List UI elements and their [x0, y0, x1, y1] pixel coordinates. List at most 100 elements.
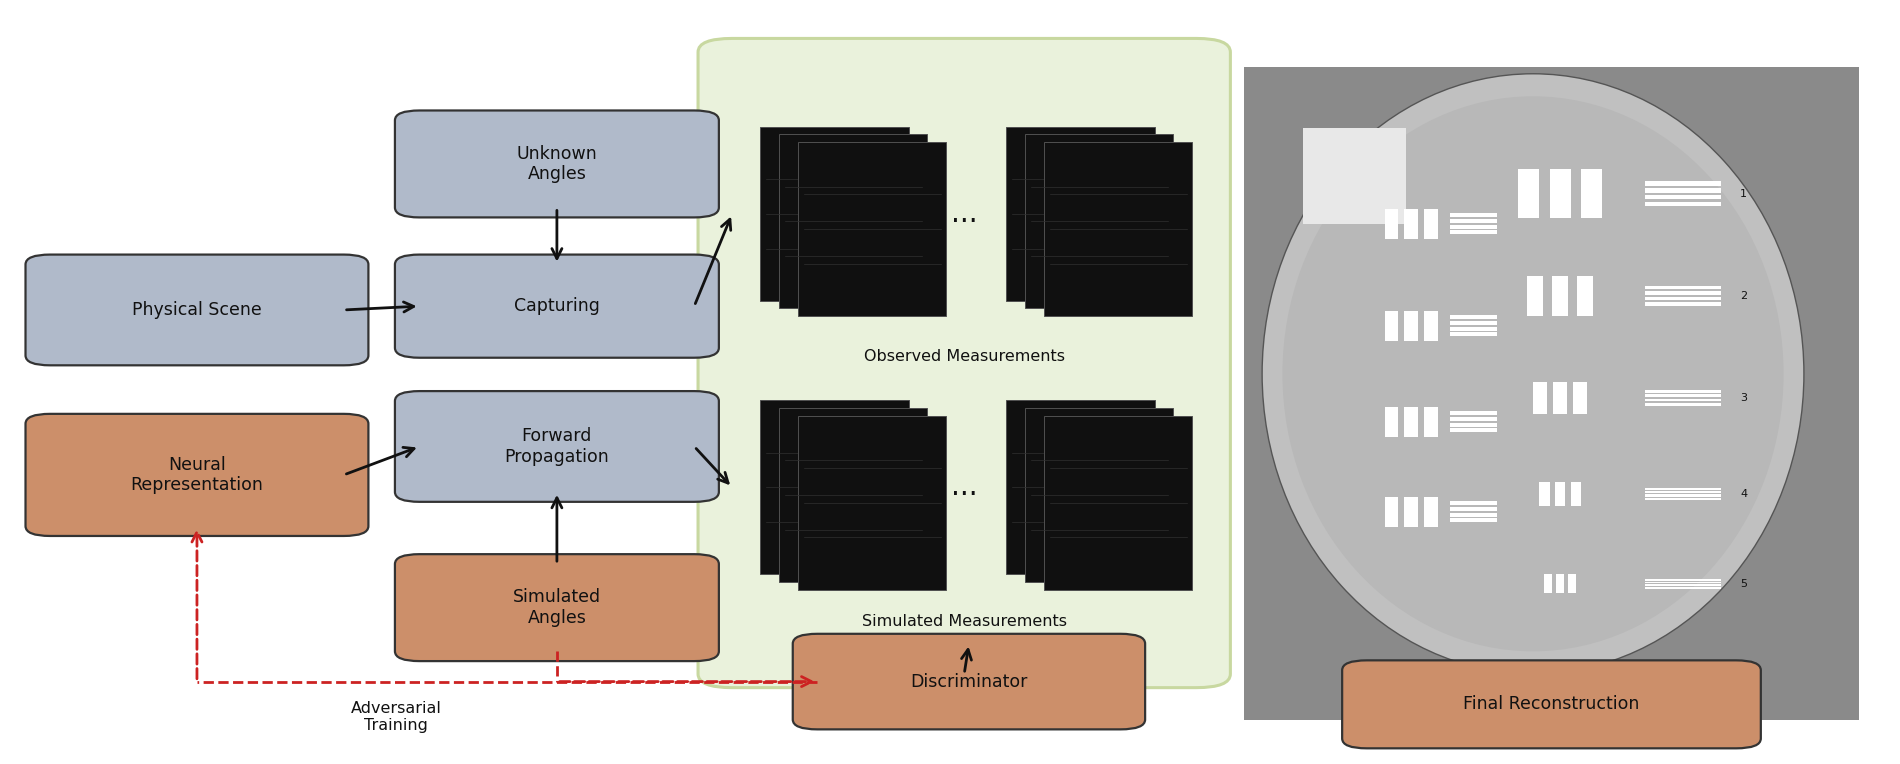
- Bar: [1404, 209, 1417, 239]
- Bar: [1645, 181, 1721, 186]
- Text: 2: 2: [1740, 291, 1748, 301]
- Bar: [1581, 169, 1602, 219]
- Bar: [779, 408, 927, 582]
- FancyBboxPatch shape: [25, 414, 369, 536]
- Bar: [1385, 406, 1398, 437]
- Bar: [1244, 67, 1860, 720]
- Bar: [1303, 128, 1406, 224]
- Bar: [1450, 411, 1497, 415]
- Bar: [1385, 209, 1398, 239]
- Text: Forward
Propagation: Forward Propagation: [505, 427, 610, 466]
- Bar: [1573, 382, 1586, 413]
- Bar: [1568, 575, 1575, 593]
- Bar: [1645, 579, 1721, 581]
- Bar: [1425, 209, 1438, 239]
- Bar: [1571, 481, 1581, 506]
- Bar: [1645, 394, 1721, 397]
- FancyBboxPatch shape: [395, 111, 718, 218]
- Bar: [1385, 497, 1398, 527]
- Bar: [1645, 390, 1721, 393]
- FancyBboxPatch shape: [792, 634, 1146, 730]
- Bar: [760, 400, 908, 575]
- Text: ...: ...: [950, 474, 977, 501]
- Bar: [1450, 327, 1497, 331]
- Bar: [1450, 429, 1497, 432]
- Text: Adversarial
Training: Adversarial Training: [350, 701, 441, 733]
- Bar: [1024, 408, 1174, 582]
- Bar: [1645, 403, 1721, 406]
- Bar: [1645, 195, 1721, 199]
- Text: Simulated
Angles: Simulated Angles: [513, 588, 600, 627]
- Text: 4: 4: [1740, 489, 1748, 499]
- Bar: [1556, 575, 1564, 593]
- FancyBboxPatch shape: [395, 391, 718, 502]
- FancyBboxPatch shape: [697, 38, 1231, 688]
- Bar: [1005, 127, 1155, 301]
- Bar: [1450, 316, 1497, 319]
- Bar: [1450, 225, 1497, 228]
- Bar: [1024, 134, 1174, 309]
- Text: Final Reconstruction: Final Reconstruction: [1463, 695, 1640, 714]
- Bar: [1539, 481, 1550, 506]
- Bar: [1645, 188, 1721, 193]
- Bar: [1450, 417, 1497, 421]
- Text: 5: 5: [1740, 579, 1748, 589]
- Bar: [1577, 276, 1594, 316]
- Text: 1: 1: [1740, 189, 1748, 199]
- Ellipse shape: [1282, 96, 1784, 652]
- Bar: [779, 134, 927, 309]
- Bar: [1645, 286, 1721, 290]
- Bar: [1404, 406, 1417, 437]
- Bar: [1450, 422, 1497, 426]
- Bar: [1450, 321, 1497, 325]
- Bar: [1450, 231, 1497, 235]
- Bar: [1554, 382, 1567, 413]
- Bar: [1552, 276, 1568, 316]
- Bar: [1425, 497, 1438, 527]
- Bar: [1005, 400, 1155, 575]
- Bar: [1545, 575, 1552, 593]
- Bar: [1645, 584, 1721, 586]
- Bar: [1450, 219, 1497, 223]
- Bar: [1645, 581, 1721, 584]
- Bar: [1645, 491, 1721, 494]
- Bar: [1518, 169, 1539, 219]
- Bar: [1450, 519, 1497, 523]
- Text: Capturing: Capturing: [515, 297, 600, 316]
- Bar: [1645, 399, 1721, 401]
- Text: Simulated Measurements: Simulated Measurements: [863, 613, 1066, 629]
- Bar: [1550, 169, 1571, 219]
- Text: Discriminator: Discriminator: [910, 672, 1028, 691]
- Bar: [1533, 382, 1547, 413]
- Bar: [760, 127, 908, 301]
- Bar: [1645, 296, 1721, 300]
- FancyBboxPatch shape: [25, 254, 369, 365]
- Text: 3: 3: [1740, 393, 1748, 403]
- Bar: [1404, 497, 1417, 527]
- Bar: [1645, 587, 1721, 588]
- Bar: [1450, 507, 1497, 511]
- Text: ...: ...: [950, 199, 977, 228]
- Bar: [1450, 332, 1497, 336]
- FancyBboxPatch shape: [395, 554, 718, 661]
- Bar: [1645, 498, 1721, 500]
- Bar: [1043, 142, 1193, 316]
- Bar: [1645, 291, 1721, 295]
- Bar: [1450, 513, 1497, 516]
- Text: Neural
Representation: Neural Representation: [131, 455, 264, 494]
- Bar: [1043, 416, 1193, 590]
- Bar: [1528, 276, 1543, 316]
- Text: Unknown
Angles: Unknown Angles: [517, 144, 597, 183]
- Bar: [798, 142, 946, 316]
- Bar: [1645, 303, 1721, 306]
- Bar: [1645, 487, 1721, 490]
- FancyBboxPatch shape: [395, 254, 718, 358]
- Bar: [1645, 494, 1721, 497]
- FancyBboxPatch shape: [1341, 660, 1761, 748]
- Bar: [1645, 202, 1721, 206]
- Ellipse shape: [1262, 74, 1803, 674]
- Text: Observed Measurements: Observed Measurements: [864, 349, 1064, 364]
- Bar: [1425, 406, 1438, 437]
- Bar: [1554, 481, 1566, 506]
- Bar: [1404, 311, 1417, 341]
